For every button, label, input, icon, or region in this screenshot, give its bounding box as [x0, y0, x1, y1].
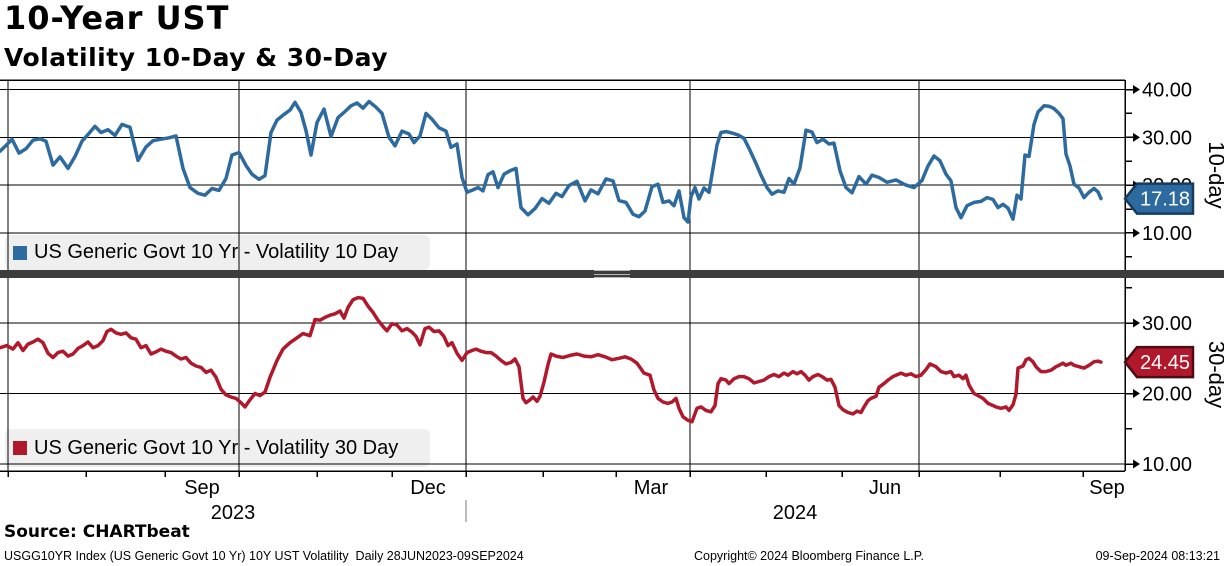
copyright-notice: Copyright© 2024 Bloomberg Finance L.P. — [694, 549, 924, 563]
legend-swatch-30-day-icon — [13, 441, 27, 455]
svg-text:40.00: 40.00 — [1142, 80, 1192, 102]
svg-text:30.00: 30.00 — [1142, 127, 1192, 149]
svg-text:2024: 2024 — [773, 502, 818, 524]
svg-text:Jun: Jun — [869, 477, 901, 499]
svg-text:17.18: 17.18 — [1140, 189, 1190, 211]
svg-text:Mar: Mar — [634, 477, 669, 499]
source-label: Source: CHARTbeat — [4, 522, 190, 542]
legend-label-30-day: US Generic Govt 10 Yr - Volatility 30 Da… — [34, 436, 399, 459]
panel-divider[interactable] — [0, 270, 1224, 278]
svg-text:10.00: 10.00 — [1142, 223, 1192, 245]
svg-text:10.00: 10.00 — [1142, 454, 1192, 476]
svg-text:24.45: 24.45 — [1140, 352, 1190, 374]
svg-text:2023: 2023 — [211, 502, 256, 524]
legend-label-10-day: US Generic Govt 10 Yr - Volatility 10 Da… — [34, 241, 399, 263]
svg-text:10-day: 10-day — [1204, 141, 1224, 208]
svg-text:20.00: 20.00 — [1142, 384, 1192, 406]
svg-text:Sep: Sep — [1089, 477, 1125, 499]
legend-swatch-10-day-icon — [13, 245, 27, 260]
panel-resize-grip-icon — [594, 270, 630, 278]
svg-text:Dec: Dec — [410, 477, 446, 499]
legend-volatility-10-day[interactable]: US Generic Govt 10 Yr - Volatility 10 Da… — [5, 235, 430, 270]
security-description: USGG10YR Index (US Generic Govt 10 Yr) 1… — [4, 549, 524, 563]
svg-text:30-day: 30-day — [1204, 341, 1224, 408]
page-title: 10-Year UST — [4, 0, 230, 37]
legend-volatility-30-day[interactable]: US Generic Govt 10 Yr - Volatility 30 Da… — [5, 429, 430, 467]
timestamp: 09-Sep-2024 08:13:21 — [1095, 549, 1220, 563]
svg-text:Sep: Sep — [184, 477, 220, 499]
svg-text:30.00: 30.00 — [1142, 313, 1192, 335]
page-subtitle: Volatility 10-Day & 30-Day — [4, 43, 389, 72]
